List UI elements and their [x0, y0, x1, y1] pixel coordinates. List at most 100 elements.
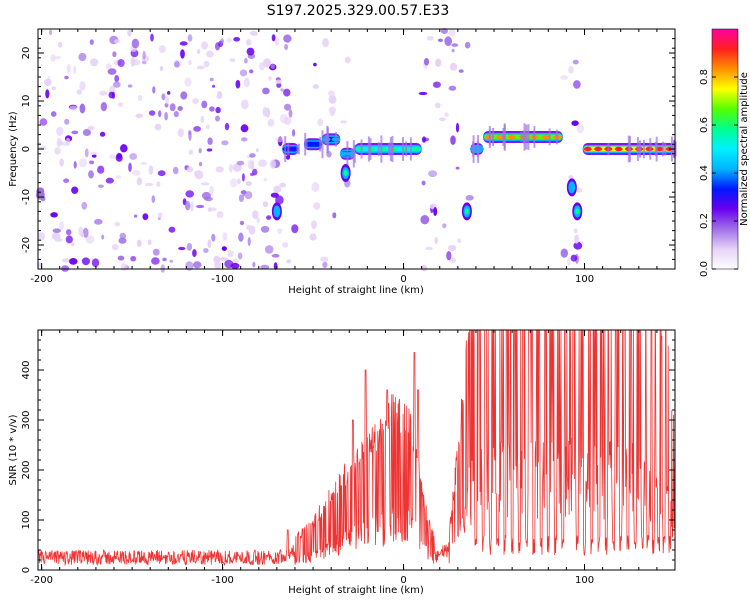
noise-blob [446, 251, 452, 261]
noise-blob [156, 181, 161, 187]
snr-y-tick-label: 200 [21, 460, 32, 479]
noise-blob [178, 246, 186, 251]
noise-blob [187, 34, 193, 42]
signal-streak [523, 123, 526, 151]
noise-blob [229, 58, 236, 63]
signal-spot-4 [566, 178, 577, 197]
noise-blob [82, 129, 91, 136]
noise-blob [449, 257, 456, 264]
noise-blob [322, 38, 329, 48]
noise-blob [574, 234, 580, 244]
noise-blob [237, 252, 243, 260]
noise-blob [207, 239, 212, 249]
noise-blob [142, 213, 149, 221]
signal-streak [405, 141, 408, 157]
noise-blob [162, 257, 167, 262]
noise-blob [455, 122, 460, 133]
noise-blob [246, 47, 255, 56]
signal-streak [520, 131, 523, 143]
signal-streak [661, 141, 664, 157]
noise-blob [177, 106, 183, 111]
noise-blob [560, 75, 569, 80]
noise-blob [192, 98, 199, 105]
snr-series-snr [37, 329, 676, 567]
snr-x-axis-label: Height of straight line (km) [288, 585, 424, 596]
colorbar-tick-label: 0.2 [699, 213, 710, 229]
noise-blob [180, 49, 185, 59]
noise-blob [158, 212, 163, 218]
spectrogram-y-tick-label: 20 [21, 47, 32, 60]
noise-blob [271, 34, 276, 42]
signal-segment-3 [339, 140, 356, 168]
noise-blob [209, 106, 215, 112]
noise-blob [192, 249, 197, 258]
noise-blob [283, 34, 292, 43]
colorbar-gradient [711, 28, 739, 270]
noise-blob [229, 178, 238, 188]
noise-blob [282, 242, 289, 248]
signal-streak [287, 142, 290, 156]
noise-blob [245, 181, 252, 187]
colorbar-tick-label: 0.8 [699, 69, 710, 85]
noise-blob [252, 210, 259, 219]
signal-segment-0 [282, 136, 300, 162]
noise-blob [213, 255, 221, 264]
noise-blob [217, 91, 223, 99]
spectrogram-y-tick-label: 0 [21, 146, 32, 152]
noise-blob [99, 90, 108, 96]
noise-blob [451, 43, 459, 47]
snr-panel: -200 -100 0 100 0 100 200 300 400 Height of stra… [8, 329, 676, 596]
signal-knot [339, 151, 348, 156]
noise-blob [247, 237, 251, 246]
signal-spot-3 [572, 202, 583, 221]
signal-spot-2 [461, 202, 472, 221]
signal-streak [389, 137, 392, 161]
noise-blob [432, 81, 441, 88]
noise-blob [455, 166, 460, 170]
noise-blob [185, 261, 194, 271]
noise-blob [47, 75, 51, 84]
signal-streak [472, 141, 475, 157]
noise-blob [344, 56, 351, 64]
noise-blob [448, 244, 457, 252]
noise-blob [65, 137, 71, 146]
noise-blob [112, 51, 117, 58]
noise-blob [439, 117, 446, 122]
noise-blob [91, 258, 100, 268]
noise-blob [186, 243, 193, 251]
signal-streak [391, 135, 394, 162]
noise-blob [91, 154, 97, 158]
noise-blob [79, 81, 86, 91]
noise-blob [165, 95, 170, 105]
noise-blob [260, 264, 270, 270]
noise-blob [66, 229, 72, 236]
noise-blob [240, 124, 249, 133]
noise-blob [568, 65, 574, 74]
noise-blob [576, 123, 585, 134]
noise-blob [157, 170, 166, 177]
noise-blob [451, 48, 455, 53]
figure-title: S197.2025.329.00.57.E33 [267, 3, 450, 19]
snr-y-axis-label: SNR (10 * v/v) [8, 414, 19, 485]
noise-blob [464, 41, 471, 49]
noise-blob [152, 86, 156, 94]
snr-y-tick-label: 100 [21, 510, 32, 529]
colorbar-tick-label: 0.6 [699, 117, 710, 133]
signal-streak [305, 138, 308, 150]
noise-blob [284, 103, 292, 111]
signal-streak [654, 141, 657, 157]
noise-blob [221, 246, 227, 252]
noise-blob [36, 262, 42, 268]
noise-blob [196, 65, 205, 70]
signal-streak [477, 135, 480, 163]
noise-blob [85, 235, 95, 244]
noise-blob [237, 178, 241, 185]
noise-blob [115, 154, 123, 162]
noise-blob [117, 102, 123, 107]
signal-streak [377, 142, 380, 156]
snr-x-tick-label: 0 [400, 575, 406, 586]
noise-blob [188, 60, 192, 65]
noise-blob [206, 124, 210, 130]
noise-blob [240, 99, 249, 110]
signal-segment-2 [322, 125, 341, 153]
